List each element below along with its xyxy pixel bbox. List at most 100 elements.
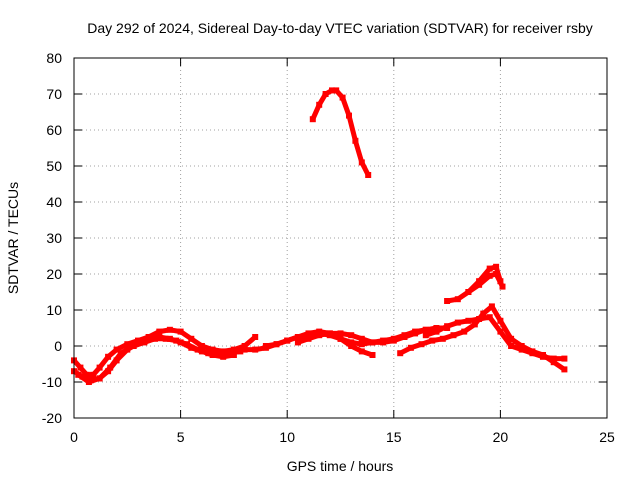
data-point [294,334,301,340]
data-point [486,314,493,321]
series-track-e [262,328,376,358]
series-track-j [465,271,506,295]
data-point [518,343,525,349]
data-point [83,371,90,378]
data-point [369,339,376,346]
data-point [184,341,190,348]
data-point [358,348,365,355]
data-point [105,353,112,360]
y-tick-label: 60 [46,122,62,138]
data-point [305,330,312,337]
tick-labels: 0 5 10 15 20 25 -20 -10 0 10 20 30 40 50 60 70 80 [42,50,615,445]
data-point [237,348,244,355]
series-track-c [75,335,244,385]
data-point [433,325,440,331]
data-point [90,371,97,378]
series-track-h [422,314,568,362]
data-point [226,350,233,357]
y-axis-label: SDTVAR / TECUs [5,182,21,294]
x-axis-label: GPS time / hours [287,458,394,474]
data-point [205,350,212,357]
data-point [401,334,408,340]
data-point [450,332,457,339]
data-point [77,364,84,371]
data-point [497,317,504,324]
plot-frame [73,57,608,419]
data-point [294,339,301,346]
data-point [550,355,557,362]
y-tick-label: -20 [42,410,62,426]
series-track-f [294,325,451,346]
data-point [216,352,222,358]
x-tick-label: 0 [70,429,78,445]
x-tick-label: 5 [177,429,185,445]
data-point [444,323,451,330]
series-line [75,336,243,385]
data-point [339,94,346,101]
data-point [75,371,82,378]
data-point [465,317,472,324]
data-point [480,310,487,317]
data-point [486,272,493,279]
data-point [177,328,184,335]
y-tick-label: 30 [46,230,62,246]
data-point [561,366,568,373]
data-point [465,289,472,295]
y-tick-label: 0 [54,338,62,354]
data-point [358,159,365,166]
data-point [422,326,429,333]
data-point [476,281,483,288]
data-point [454,319,461,326]
data-point [493,271,500,277]
data-point [476,316,483,322]
y-tick-label: 50 [46,158,62,174]
data-point [152,335,158,342]
data-point [439,335,446,342]
y-tick-label: 70 [46,86,62,102]
grid [74,58,607,418]
data-point [326,330,333,337]
y-tick-label: 20 [46,266,62,282]
data-point [337,330,344,337]
data-point [316,328,323,335]
data-point [188,335,195,342]
data-point [230,346,237,353]
data-point [493,263,500,270]
series-track-g [397,303,568,373]
data-point [358,335,365,342]
data-point [220,348,227,355]
x-tick-label: 25 [599,429,615,445]
data-point [166,326,173,333]
data-point [333,87,340,94]
data-point [476,278,483,285]
data-point [252,334,259,340]
data-point [412,330,419,337]
data-point [241,343,248,349]
data-point [96,364,103,371]
data-point [390,337,397,344]
data-point [488,303,495,310]
data-point [96,375,103,382]
chart-title: Day 292 of 2024, Sidereal Day-to-day VTE… [87,20,593,36]
series-track-k [309,87,372,178]
data-point [124,341,131,348]
ticks [73,57,608,419]
x-tick-label: 15 [386,429,402,445]
data-point [85,379,92,385]
data-point [348,339,355,346]
series-line [310,87,371,178]
data-point [348,343,355,349]
data-point [352,137,359,144]
data-point [486,265,493,272]
x-tick-label: 10 [279,429,295,445]
data-point [273,341,280,348]
data-point [369,352,376,358]
data-point [380,339,387,346]
data-point [550,359,557,366]
data-point [508,335,515,342]
data-point [397,350,404,357]
data-point [508,343,515,349]
data-point [107,364,114,371]
series-line [71,334,237,383]
